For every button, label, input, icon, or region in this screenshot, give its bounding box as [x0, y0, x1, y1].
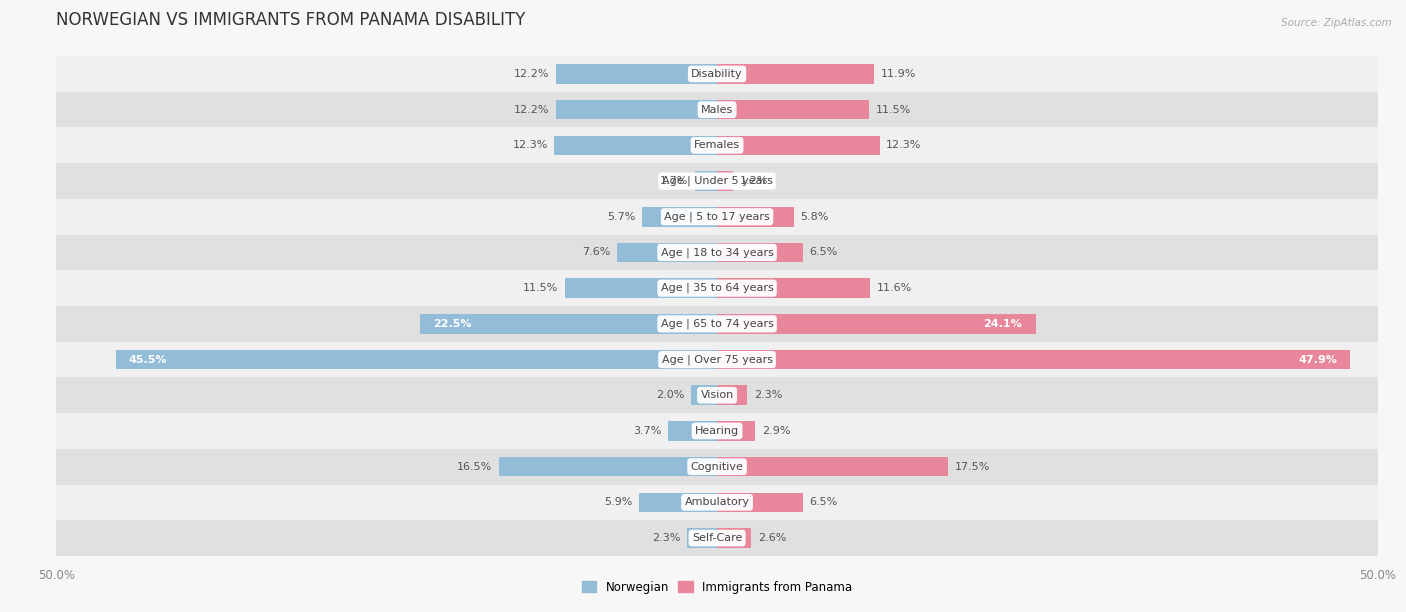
- Text: 1.7%: 1.7%: [659, 176, 688, 186]
- Text: 5.9%: 5.9%: [605, 498, 633, 507]
- Bar: [56, 199, 1378, 234]
- Bar: [717, 171, 733, 191]
- Text: 2.3%: 2.3%: [651, 533, 681, 543]
- Text: Disability: Disability: [692, 69, 742, 79]
- Bar: [617, 242, 717, 263]
- Text: Source: ZipAtlas.com: Source: ZipAtlas.com: [1281, 18, 1392, 28]
- Bar: [717, 349, 1350, 370]
- Bar: [717, 207, 794, 226]
- Bar: [56, 92, 1378, 127]
- Bar: [641, 207, 717, 226]
- Bar: [56, 163, 1378, 199]
- Bar: [56, 127, 1378, 163]
- Bar: [640, 493, 717, 512]
- Bar: [56, 413, 1378, 449]
- Text: 22.5%: 22.5%: [433, 319, 471, 329]
- Bar: [717, 457, 948, 477]
- Text: Age | 18 to 34 years: Age | 18 to 34 years: [661, 247, 773, 258]
- Text: 2.9%: 2.9%: [762, 426, 790, 436]
- Text: Age | 5 to 17 years: Age | 5 to 17 years: [664, 212, 770, 222]
- Text: 17.5%: 17.5%: [955, 461, 990, 472]
- Text: 6.5%: 6.5%: [810, 247, 838, 258]
- Text: 12.2%: 12.2%: [513, 105, 550, 114]
- Bar: [717, 100, 869, 119]
- Text: Age | Over 75 years: Age | Over 75 years: [662, 354, 772, 365]
- Text: Females: Females: [695, 140, 740, 151]
- Text: 11.5%: 11.5%: [876, 105, 911, 114]
- Bar: [56, 485, 1378, 520]
- Bar: [56, 341, 1378, 378]
- Text: Self-Care: Self-Care: [692, 533, 742, 543]
- Text: Cognitive: Cognitive: [690, 461, 744, 472]
- Bar: [56, 449, 1378, 485]
- Text: Males: Males: [702, 105, 733, 114]
- Bar: [554, 135, 717, 155]
- Text: 2.3%: 2.3%: [754, 390, 783, 400]
- Text: 7.6%: 7.6%: [582, 247, 610, 258]
- Text: 5.8%: 5.8%: [800, 212, 828, 222]
- Text: 3.7%: 3.7%: [633, 426, 662, 436]
- Text: Vision: Vision: [700, 390, 734, 400]
- Bar: [56, 271, 1378, 306]
- Bar: [717, 64, 875, 84]
- Bar: [717, 242, 803, 263]
- Bar: [717, 493, 803, 512]
- Text: 16.5%: 16.5%: [457, 461, 492, 472]
- Bar: [56, 306, 1378, 341]
- Text: 11.5%: 11.5%: [523, 283, 558, 293]
- Legend: Norwegian, Immigrants from Panama: Norwegian, Immigrants from Panama: [578, 576, 856, 599]
- Text: Age | 35 to 64 years: Age | 35 to 64 years: [661, 283, 773, 293]
- Bar: [717, 421, 755, 441]
- Bar: [686, 528, 717, 548]
- Bar: [717, 386, 748, 405]
- Bar: [717, 278, 870, 298]
- Bar: [690, 386, 717, 405]
- Bar: [717, 135, 880, 155]
- Bar: [419, 314, 717, 334]
- Text: 12.3%: 12.3%: [886, 140, 921, 151]
- Text: 11.9%: 11.9%: [882, 69, 917, 79]
- Text: 47.9%: 47.9%: [1298, 354, 1337, 365]
- Bar: [717, 314, 1036, 334]
- Bar: [115, 349, 717, 370]
- Text: 5.7%: 5.7%: [607, 212, 636, 222]
- Bar: [555, 100, 717, 119]
- Text: 11.6%: 11.6%: [877, 283, 912, 293]
- Text: 2.0%: 2.0%: [655, 390, 685, 400]
- Text: 12.3%: 12.3%: [513, 140, 548, 151]
- Text: 2.6%: 2.6%: [758, 533, 786, 543]
- Text: Hearing: Hearing: [695, 426, 740, 436]
- Text: 12.2%: 12.2%: [513, 69, 550, 79]
- Bar: [56, 520, 1378, 556]
- Text: Ambulatory: Ambulatory: [685, 498, 749, 507]
- Text: 1.2%: 1.2%: [740, 176, 768, 186]
- Bar: [56, 234, 1378, 271]
- Text: 45.5%: 45.5%: [129, 354, 167, 365]
- Text: 6.5%: 6.5%: [810, 498, 838, 507]
- Bar: [695, 171, 717, 191]
- Text: Age | 65 to 74 years: Age | 65 to 74 years: [661, 319, 773, 329]
- Bar: [56, 56, 1378, 92]
- Text: NORWEGIAN VS IMMIGRANTS FROM PANAMA DISABILITY: NORWEGIAN VS IMMIGRANTS FROM PANAMA DISA…: [56, 11, 526, 29]
- Text: Age | Under 5 years: Age | Under 5 years: [662, 176, 772, 186]
- Bar: [56, 378, 1378, 413]
- Text: 24.1%: 24.1%: [984, 319, 1022, 329]
- Bar: [565, 278, 717, 298]
- Bar: [555, 64, 717, 84]
- Bar: [668, 421, 717, 441]
- Bar: [499, 457, 717, 477]
- Bar: [717, 528, 751, 548]
